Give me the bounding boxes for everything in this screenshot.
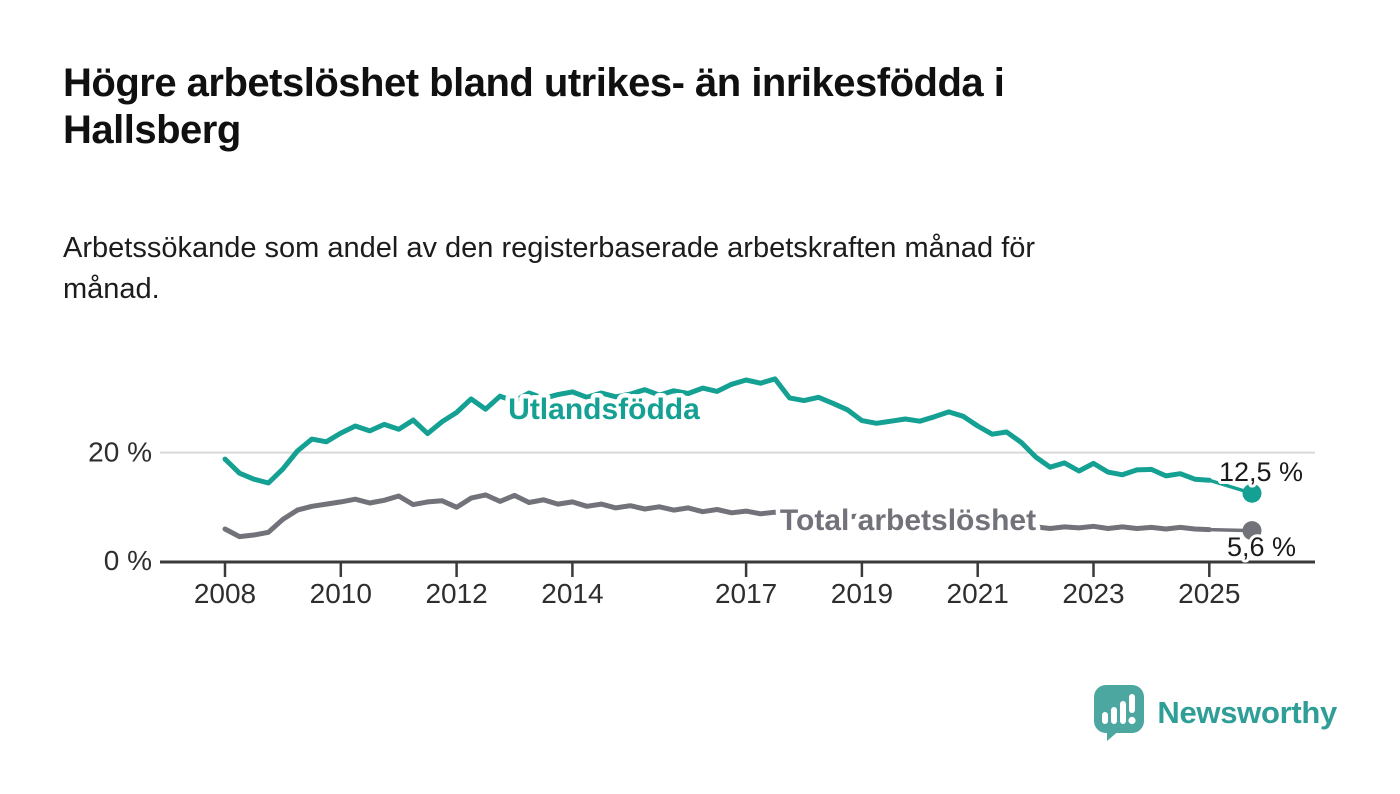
x-tick-label: 2014 (541, 578, 603, 609)
x-tick-label: 2023 (1062, 578, 1124, 609)
page-title: Högre arbetslöshet bland utrikes- än inr… (63, 60, 1005, 154)
series-label-utlandsf-dda: Utlandsfödda (508, 393, 700, 426)
series-label-total-arbetsl-shet: Total arbetslöshet (780, 504, 1036, 537)
x-tick-label: 2025 (1178, 578, 1240, 609)
x-tick-label: 2012 (425, 578, 487, 609)
page-title-line-2: Hallsberg (63, 108, 241, 153)
page-subtitle: Arbetssökande som andel av den registerb… (63, 228, 1035, 310)
x-tick-label: 2019 (831, 578, 893, 609)
series-line-utlandsf-dda (222, 376, 1212, 486)
series-line-total-arbetsl-shet (222, 492, 1212, 540)
latest-value-dot-total-arbetsl-shet (1242, 521, 1262, 541)
newsworthy-logo-icon (1094, 685, 1145, 741)
latest-value-label-utlandsf-dda: 12,5 % (1219, 457, 1303, 487)
x-tick-label: 2017 (715, 578, 777, 609)
page-subtitle-line-1: Arbetssökande som andel av den registerb… (63, 232, 1036, 264)
x-tick-label: 2010 (310, 578, 372, 609)
brand-footer: Newsworthy (1093, 684, 1337, 742)
y-tick-label: 20 % (88, 437, 152, 468)
x-tick-label: 2008 (194, 578, 256, 609)
y-tick-label: 0 % (104, 545, 152, 576)
brand-name: Newsworthy (1157, 695, 1337, 730)
page-subtitle-line-2: månad. (63, 273, 160, 306)
latest-value-dot-utlandsf-dda (1242, 483, 1262, 503)
page-title-line-1: Högre arbetslöshet bland utrikes- än inr… (63, 61, 1005, 105)
x-tick-label: 2021 (947, 578, 1009, 609)
latest-value-label-total-arbetsl-shet: 5,6 % (1227, 532, 1296, 562)
